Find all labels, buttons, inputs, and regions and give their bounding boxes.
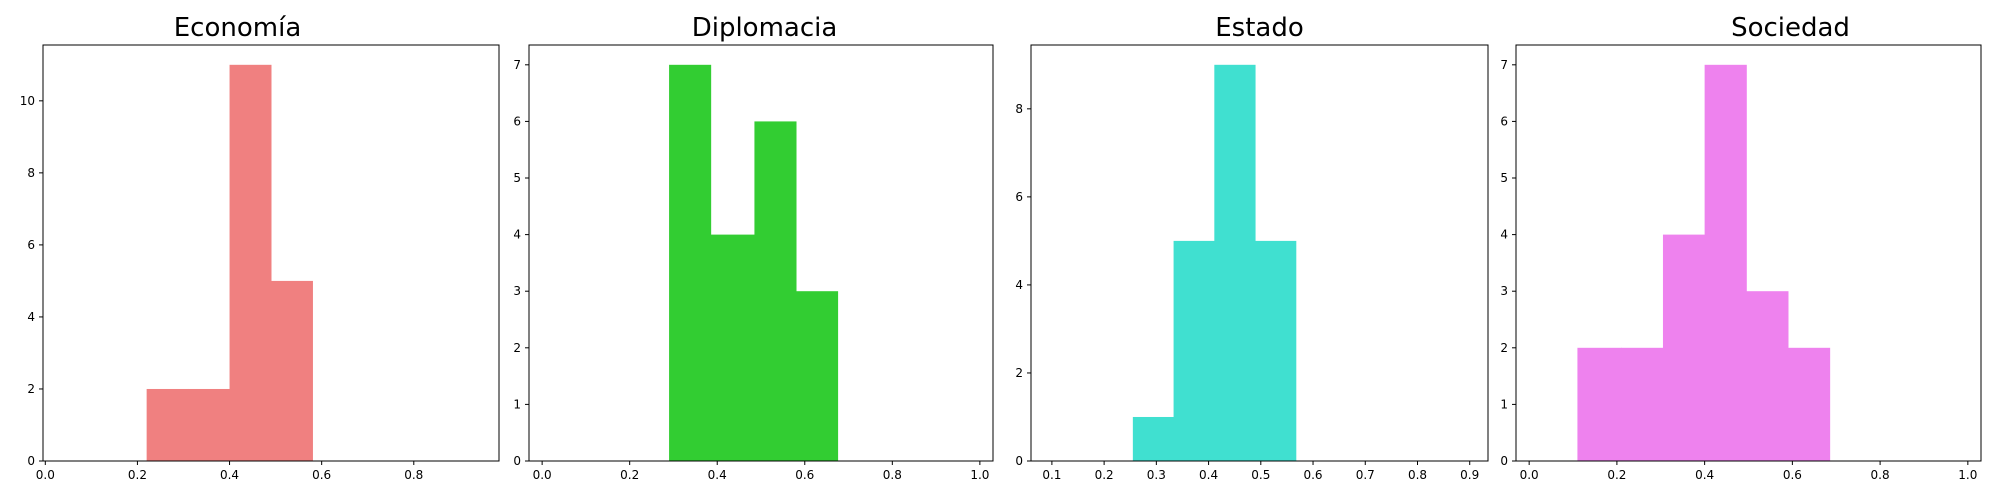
axes-frame xyxy=(528,44,994,462)
y-tick-label: 0 xyxy=(27,454,35,468)
y-tick-label: 8 xyxy=(27,166,35,180)
x-tick-label: 0.0 xyxy=(533,468,552,482)
y-tick-label: 8 xyxy=(1015,102,1023,116)
histogram-bar xyxy=(188,388,231,461)
histogram-bar xyxy=(669,64,712,461)
y-tick-label: 3 xyxy=(1500,284,1508,298)
y-tick-label: 2 xyxy=(1015,366,1023,380)
histogram-bar xyxy=(1577,347,1622,461)
x-tick-label: 0.4 xyxy=(708,468,727,482)
x-tick-label: 0.7 xyxy=(1356,468,1375,482)
x-tick-label: 1.0 xyxy=(1958,468,1977,482)
x-tick-label: 0.9 xyxy=(1460,468,1479,482)
x-tick-label: 0.4 xyxy=(1199,468,1218,482)
y-tick-label: 4 xyxy=(1015,278,1023,292)
y-tick-label: 1 xyxy=(1500,397,1508,411)
y-tick-label: 0 xyxy=(1015,454,1023,468)
x-tick-label: 0.4 xyxy=(220,468,239,482)
y-tick-label: 6 xyxy=(1015,190,1023,204)
x-tick-label: 0.6 xyxy=(1303,468,1322,482)
y-tick-label: 2 xyxy=(513,341,521,355)
x-tick-label: 0.2 xyxy=(620,468,639,482)
histogram-bar xyxy=(1255,240,1297,461)
panel-economia: Economía 0.0 0.2 0.4 0.6 0.8 0 2 4 6 8 10 xyxy=(20,13,500,482)
x-tick-label: 0.1 xyxy=(1042,468,1061,482)
x-tick-label: 0.6 xyxy=(312,468,331,482)
histogram-bar xyxy=(796,291,839,461)
chart-title: Economía xyxy=(174,13,302,43)
x-tick-label: 0.0 xyxy=(1520,468,1539,482)
x-tick-label: 0.2 xyxy=(128,468,147,482)
y-tick-label: 0 xyxy=(1500,454,1508,468)
x-tick-label: 0.5 xyxy=(1251,468,1270,482)
x-tick-label: 0.6 xyxy=(1783,468,1802,482)
y-tick-label: 10 xyxy=(20,94,35,108)
y-tick-label: 5 xyxy=(1500,171,1508,185)
histogram-bar xyxy=(1746,291,1789,461)
y-tick-label: 6 xyxy=(1500,114,1508,128)
chart-title: Estado xyxy=(1215,13,1304,43)
y-tick-label: 2 xyxy=(27,382,35,396)
histogram-bar xyxy=(1132,416,1175,461)
histogram-bar xyxy=(229,64,272,461)
y-tick-label: 7 xyxy=(1500,58,1508,72)
y-tick-label: 6 xyxy=(27,238,35,252)
histogram-bar xyxy=(271,280,313,461)
histogram-bar xyxy=(1214,64,1256,461)
chart-title: Sociedad xyxy=(1731,13,1850,43)
x-tick-label: 0.2 xyxy=(1095,468,1114,482)
histogram-bar xyxy=(1787,347,1831,461)
x-tick-label: 0.2 xyxy=(1607,468,1626,482)
x-tick-label: 0.8 xyxy=(1871,468,1890,482)
y-tick-label: 4 xyxy=(27,310,35,324)
y-tick-label: 2 xyxy=(1500,341,1508,355)
x-tick-label: 0.4 xyxy=(1695,468,1714,482)
axes-frame xyxy=(42,44,500,462)
panel-diplomacia: Diplomacia 0.0 0.2 0.4 0.6 0.8 1.0 0 1 2 3 4 5 6 7 xyxy=(513,13,994,482)
histogram-bar xyxy=(1621,347,1664,461)
y-tick-label: 4 xyxy=(513,228,521,242)
x-tick-label: 0.8 xyxy=(404,468,423,482)
panel-estado: Estado 0.1 0.2 0.3 0.4 0.5 0.6 0.7 0.8 0.9 0 2 4 6 8 xyxy=(1015,13,1489,482)
x-tick-label: 0.6 xyxy=(795,468,814,482)
histogram-bar xyxy=(1662,234,1706,461)
y-tick-label: 0 xyxy=(513,454,521,468)
axes-frame xyxy=(1030,44,1489,462)
chart-title: Diplomacia xyxy=(692,13,838,43)
histogram-bar xyxy=(710,234,755,461)
panel-sociedad: Sociedad 0.0 0.2 0.4 0.6 0.8 1.0 0 1 2 3 4 5 6 7 xyxy=(1500,13,1982,482)
y-tick-label: 6 xyxy=(513,114,521,128)
x-tick-label: 0.8 xyxy=(883,468,902,482)
x-tick-label: 0.8 xyxy=(1408,468,1427,482)
y-tick-label: 5 xyxy=(513,171,521,185)
histogram-bar xyxy=(146,388,189,461)
y-tick-label: 4 xyxy=(1500,228,1508,242)
x-tick-label: 0.3 xyxy=(1147,468,1166,482)
histogram-bar xyxy=(1173,240,1215,461)
x-tick-label: 0.0 xyxy=(36,468,55,482)
y-tick-label: 1 xyxy=(513,397,521,411)
y-tick-label: 7 xyxy=(513,58,521,72)
histogram-bar xyxy=(1704,64,1747,461)
histogram-bar xyxy=(754,121,797,461)
y-tick-label: 3 xyxy=(513,284,521,298)
x-tick-label: 1.0 xyxy=(970,468,989,482)
axes-frame xyxy=(1515,44,1982,462)
